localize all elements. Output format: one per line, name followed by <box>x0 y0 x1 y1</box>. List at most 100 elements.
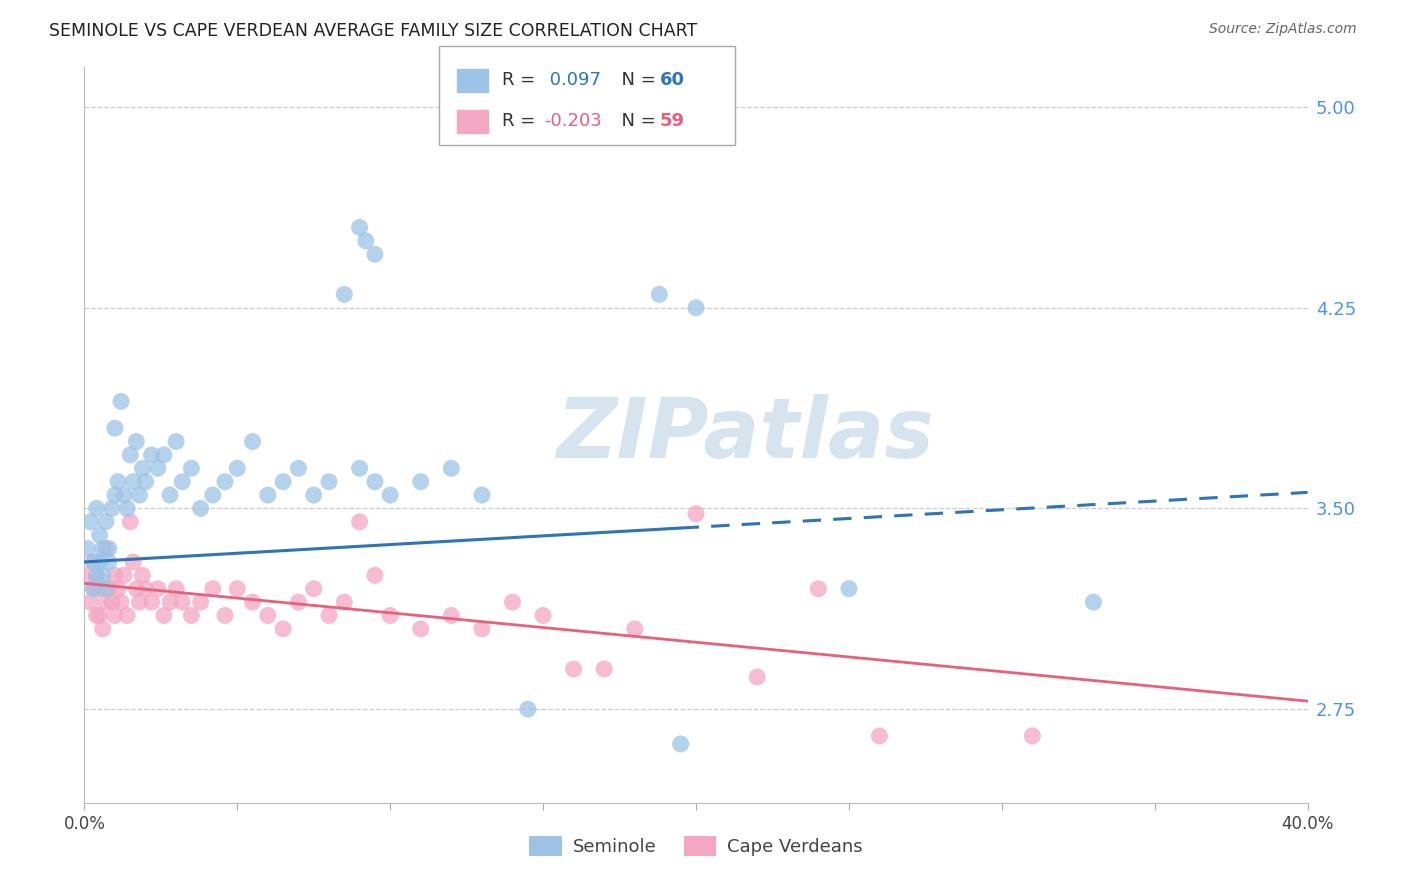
Point <box>226 582 249 596</box>
Point <box>287 595 309 609</box>
Point <box>364 475 387 489</box>
Text: 60: 60 <box>659 71 685 89</box>
Legend: Seminole, Cape Verdeans: Seminole, Cape Verdeans <box>522 829 870 863</box>
Point <box>440 608 463 623</box>
Point <box>146 582 169 596</box>
Point <box>685 301 707 315</box>
Point <box>1083 595 1105 609</box>
Point <box>83 555 105 569</box>
Text: N =: N = <box>610 112 662 130</box>
Point <box>516 702 538 716</box>
Text: -0.203: -0.203 <box>544 112 602 130</box>
Point <box>94 595 117 609</box>
Point <box>141 448 163 462</box>
Point <box>112 488 135 502</box>
Point <box>86 568 108 582</box>
Point <box>190 501 212 516</box>
Point <box>333 595 356 609</box>
Point <box>104 608 127 623</box>
Point <box>115 501 138 516</box>
Point <box>101 595 124 609</box>
Point <box>531 608 554 623</box>
Point <box>648 287 671 301</box>
Point <box>624 622 647 636</box>
Point <box>159 488 181 502</box>
Point <box>271 622 294 636</box>
Point <box>180 608 202 623</box>
Text: ZIPatlas: ZIPatlas <box>555 394 934 475</box>
Point <box>94 515 117 529</box>
Point <box>669 737 692 751</box>
Point <box>1021 729 1043 743</box>
Point <box>79 515 101 529</box>
Point <box>349 461 371 475</box>
Point <box>471 622 494 636</box>
Point <box>409 475 432 489</box>
Point <box>97 541 120 556</box>
Point <box>214 475 236 489</box>
Point <box>83 582 105 596</box>
Point <box>562 662 585 676</box>
Point <box>91 622 114 636</box>
Point <box>271 475 294 489</box>
Point <box>76 568 98 582</box>
Point <box>107 475 129 489</box>
Point <box>128 488 150 502</box>
Point <box>83 582 105 596</box>
Text: Source: ZipAtlas.com: Source: ZipAtlas.com <box>1209 22 1357 37</box>
Point <box>349 220 371 235</box>
Point <box>593 662 616 676</box>
Point <box>838 582 860 596</box>
Point <box>333 287 356 301</box>
Text: SEMINOLE VS CAPE VERDEAN AVERAGE FAMILY SIZE CORRELATION CHART: SEMINOLE VS CAPE VERDEAN AVERAGE FAMILY … <box>49 22 697 40</box>
Point <box>172 595 194 609</box>
Point <box>97 582 120 596</box>
Point <box>471 488 494 502</box>
Point <box>79 595 101 609</box>
Point <box>120 448 142 462</box>
Point <box>122 555 145 569</box>
Point <box>135 475 157 489</box>
Point <box>94 582 117 596</box>
Point <box>869 729 891 743</box>
Point <box>153 608 176 623</box>
Point <box>125 434 148 449</box>
Text: N =: N = <box>610 71 662 89</box>
Point <box>91 568 114 582</box>
Point <box>190 595 212 609</box>
Point <box>242 434 264 449</box>
Point <box>685 507 707 521</box>
Point <box>214 608 236 623</box>
Point <box>226 461 249 475</box>
Point <box>180 461 202 475</box>
Point <box>115 608 138 623</box>
Point <box>201 488 224 502</box>
Point <box>125 582 148 596</box>
Point <box>89 528 111 542</box>
Point <box>318 608 340 623</box>
Point <box>287 461 309 475</box>
Point <box>107 582 129 596</box>
Point <box>409 622 432 636</box>
Point <box>257 488 280 502</box>
Point <box>128 595 150 609</box>
Point <box>97 555 120 569</box>
Point <box>86 568 108 582</box>
Point <box>104 421 127 435</box>
Point <box>165 434 187 449</box>
Point <box>242 595 264 609</box>
Point <box>101 501 124 516</box>
Point <box>318 475 340 489</box>
Point <box>440 461 463 475</box>
Text: 0.097: 0.097 <box>544 71 602 89</box>
Text: 59: 59 <box>659 112 685 130</box>
Point <box>354 234 377 248</box>
Point <box>302 582 325 596</box>
Point <box>104 488 127 502</box>
Point <box>172 475 194 489</box>
Point <box>89 555 111 569</box>
Text: R =: R = <box>502 71 541 89</box>
Point <box>122 475 145 489</box>
Point <box>747 670 769 684</box>
Point <box>159 595 181 609</box>
